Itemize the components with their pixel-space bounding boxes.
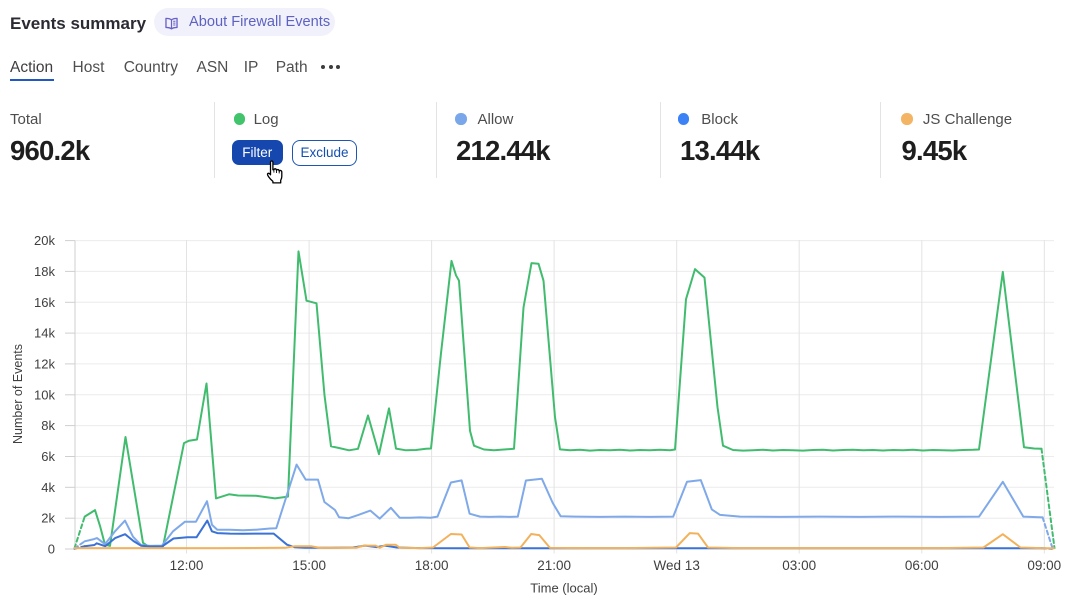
- svg-text:12k: 12k: [34, 356, 55, 371]
- svg-text:10k: 10k: [34, 387, 55, 402]
- svg-text:18:00: 18:00: [415, 558, 449, 573]
- svg-text:6k: 6k: [41, 449, 55, 464]
- svg-text:2k: 2k: [41, 511, 55, 526]
- svg-text:4k: 4k: [41, 480, 55, 495]
- svg-text:20k: 20k: [34, 233, 55, 248]
- svg-text:21:00: 21:00: [537, 558, 571, 573]
- svg-text:16k: 16k: [34, 295, 55, 310]
- svg-text:8k: 8k: [41, 418, 55, 433]
- svg-text:Time (local): Time (local): [530, 581, 597, 596]
- svg-text:Number of Events: Number of Events: [11, 344, 25, 444]
- svg-text:Wed 13: Wed 13: [654, 558, 700, 573]
- svg-text:14k: 14k: [34, 326, 55, 341]
- svg-text:0: 0: [48, 542, 55, 557]
- svg-text:12:00: 12:00: [170, 558, 204, 573]
- svg-text:15:00: 15:00: [292, 558, 326, 573]
- svg-text:09:00: 09:00: [1027, 558, 1061, 573]
- svg-text:18k: 18k: [34, 264, 55, 279]
- svg-text:06:00: 06:00: [905, 558, 939, 573]
- svg-text:03:00: 03:00: [782, 558, 816, 573]
